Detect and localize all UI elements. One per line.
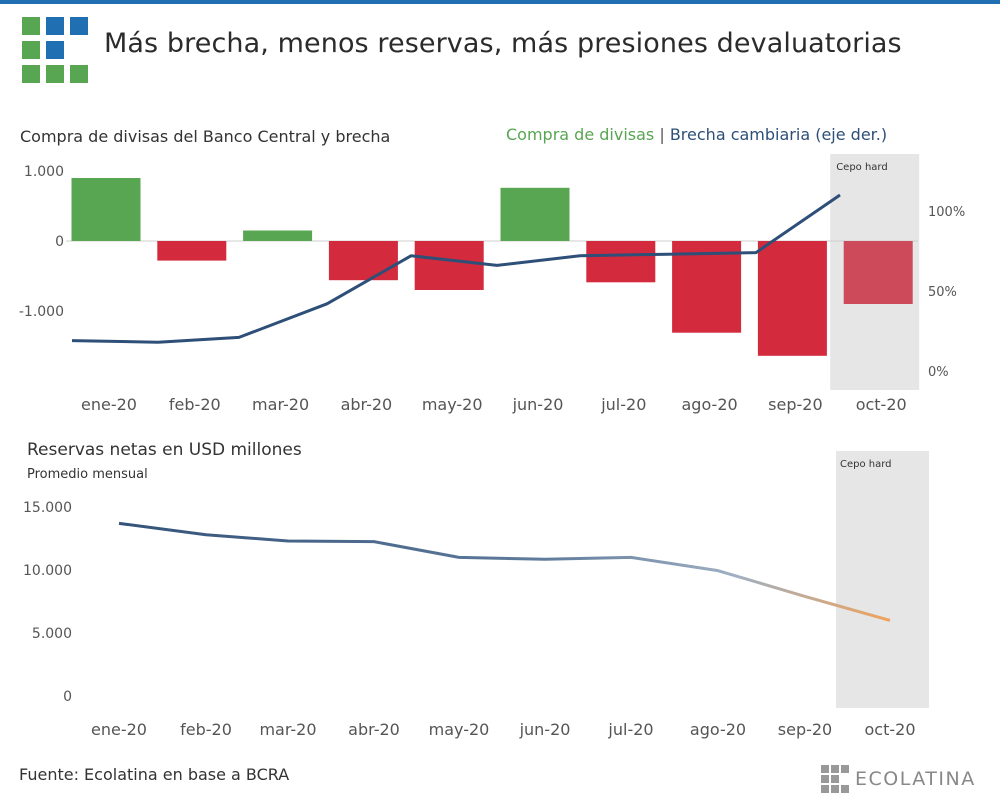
x-tick-label: mar-20 bbox=[259, 720, 316, 739]
chart2-subtitle: Promedio mensual bbox=[27, 467, 148, 482]
line-brecha-cambiaria bbox=[71, 193, 841, 344]
bar-compra-divisas bbox=[843, 241, 913, 304]
x-tick-label: jul-20 bbox=[607, 720, 653, 739]
legend-brecha: Brecha cambiaria (eje der.) bbox=[669, 125, 888, 144]
y-tick-label: 5.000 bbox=[32, 626, 72, 642]
brand-name: ECOLATINA bbox=[855, 768, 976, 790]
source-note: Fuente: Ecolatina en base a BCRA bbox=[19, 765, 290, 784]
x-tick-label: may-20 bbox=[429, 720, 490, 739]
y-tick-label: 15.000 bbox=[23, 500, 72, 516]
legend-compra: Compra de divisas bbox=[506, 125, 655, 144]
x-tick-label: may-20 bbox=[422, 395, 483, 414]
ecolatina-logo-icon bbox=[22, 17, 88, 83]
x-tick-label: sep-20 bbox=[768, 395, 822, 414]
chart2-reservas: Cepo hard 15.000 10.000 5.000 0 ene-20 feb-20 m… bbox=[23, 451, 929, 739]
x-tick-label: feb-20 bbox=[169, 395, 221, 414]
left-tick-label: 1.000 bbox=[24, 164, 64, 180]
x-tick-label: oct-20 bbox=[856, 395, 907, 414]
page-title: Más brecha, menos reservas, más presione… bbox=[104, 28, 902, 59]
right-tick-label: 100% bbox=[928, 205, 965, 220]
bar-compra-divisas bbox=[243, 230, 313, 241]
chart1-title: Compra de divisas del Banco Central y br… bbox=[20, 127, 391, 146]
y-tick-label: 10.000 bbox=[23, 563, 72, 579]
x-tick-label: ago-20 bbox=[690, 720, 746, 739]
chart1-legend: Compra de divisas | Brecha cambiaria (ej… bbox=[506, 125, 887, 144]
x-tick-label: oct-20 bbox=[865, 720, 916, 739]
x-tick-label: ene-20 bbox=[91, 720, 147, 739]
x-tick-label: abr-20 bbox=[341, 395, 393, 414]
left-tick-label: -1.000 bbox=[19, 304, 64, 320]
legend-separator: | bbox=[659, 125, 665, 144]
bar-compra-divisas bbox=[586, 241, 656, 283]
top-accent-bar bbox=[0, 0, 1000, 4]
x-tick-label: sep-20 bbox=[778, 720, 832, 739]
shaded-region bbox=[836, 451, 929, 708]
right-tick-label: 0% bbox=[928, 365, 949, 380]
chart2-title: Reservas netas en USD millones bbox=[27, 440, 302, 460]
x-tick-label: jun-20 bbox=[512, 395, 564, 414]
brand-grid-icon bbox=[821, 765, 849, 793]
left-tick-label: 0 bbox=[55, 234, 64, 250]
x-tick-label: mar-20 bbox=[252, 395, 309, 414]
y-tick-label: 0 bbox=[63, 689, 72, 705]
bar-compra-divisas bbox=[157, 241, 227, 261]
bar-compra-divisas bbox=[500, 187, 570, 241]
bar-compra-divisas bbox=[672, 241, 742, 333]
bar-compra-divisas bbox=[328, 241, 398, 281]
bar-compra-divisas bbox=[414, 241, 484, 290]
x-tick-label: ene-20 bbox=[81, 395, 137, 414]
x-tick-label: feb-20 bbox=[180, 720, 232, 739]
bar-compra-divisas bbox=[71, 178, 141, 241]
x-tick-label: jul-20 bbox=[600, 395, 646, 414]
line-reservas-netas bbox=[118, 521, 891, 622]
right-tick-label: 50% bbox=[928, 285, 957, 300]
x-tick-label: jun-20 bbox=[519, 720, 571, 739]
x-tick-label: ago-20 bbox=[682, 395, 738, 414]
x-tick-label: abr-20 bbox=[348, 720, 400, 739]
bar-compra-divisas bbox=[757, 241, 827, 356]
chart1-compra-brecha: Cepo hard 1.000 0 -1.000 100% 50% 0% ene-20 feb-… bbox=[19, 154, 965, 414]
annotation-cepo-hard: Cepo hard bbox=[836, 162, 888, 173]
annotation-cepo-hard: Cepo hard bbox=[840, 459, 892, 470]
